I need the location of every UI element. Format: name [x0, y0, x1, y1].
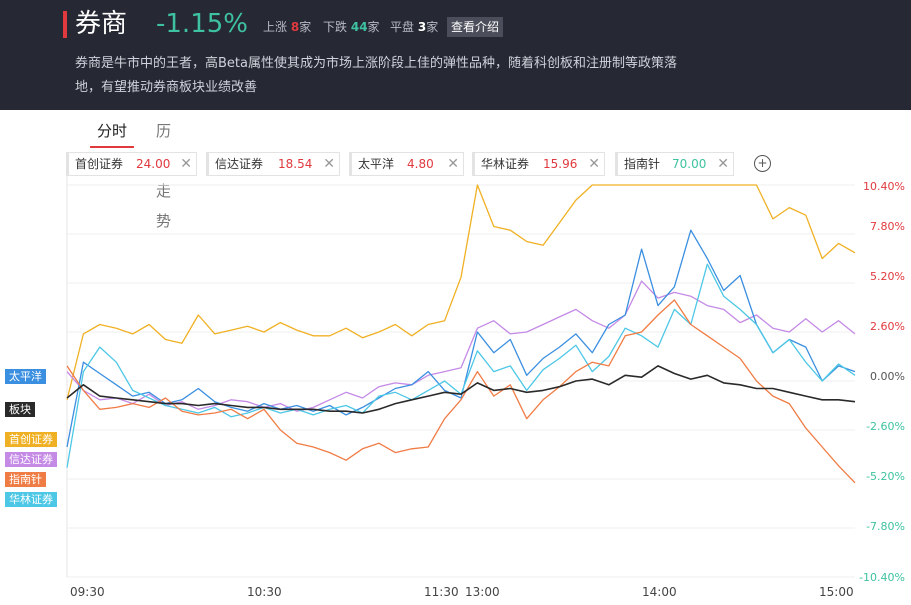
- add-stock-button[interactable]: +: [754, 155, 771, 172]
- x-tick-label: 13:00: [465, 585, 500, 599]
- x-tick-label: 09:30: [70, 585, 105, 599]
- series-line-华林证券: [66, 263, 856, 468]
- chip-price: 70.00: [672, 157, 707, 171]
- down-label: 下跌: [323, 20, 348, 34]
- chip-name: 华林证券: [481, 157, 530, 171]
- tab-intraday[interactable]: 分时: [90, 116, 134, 148]
- series-line-指南针: [66, 299, 856, 484]
- y-tick-label: -10.40%: [859, 571, 905, 584]
- chip-price: 18.54: [278, 157, 313, 171]
- x-tick-label: 11:30: [424, 585, 459, 599]
- stock-chip-taipingyang[interactable]: 太平洋 4.80 ✕: [349, 152, 464, 176]
- chip-name: 首创证券: [75, 157, 124, 171]
- y-tick-label: 0.00%: [870, 370, 905, 383]
- y-tick-label: -5.20%: [866, 470, 905, 483]
- y-tick-label: -2.60%: [866, 420, 905, 433]
- stock-chip-zhinanzhen[interactable]: 指南针 70.00 ✕: [615, 152, 734, 176]
- close-icon[interactable]: ✕: [447, 156, 459, 172]
- flat-stat: 平盘 3家: [390, 18, 438, 36]
- chip-price: 4.80: [407, 157, 434, 171]
- series-line-信达证券: [66, 280, 856, 412]
- side-label-sector: 板块: [5, 402, 35, 417]
- up-label: 上涨: [263, 20, 288, 34]
- side-label-zhinanzhen: 指南针: [5, 472, 46, 487]
- side-label-hualin: 华林证券: [5, 492, 57, 507]
- series-line-太平洋: [66, 229, 856, 448]
- chip-name: 指南针: [624, 157, 661, 171]
- flat-unit: 家: [426, 20, 439, 34]
- series-line-板块: [66, 365, 856, 414]
- chip-name: 信达证券: [215, 157, 264, 171]
- side-label-xinda: 信达证券: [5, 452, 57, 467]
- x-tick-label: 14:00: [642, 585, 677, 599]
- down-unit: 家: [367, 20, 380, 34]
- close-icon[interactable]: ✕: [180, 156, 192, 172]
- title-accent-bar: [63, 11, 67, 38]
- up-unit: 家: [299, 20, 312, 34]
- header-panel: 券商 -1.15% 上涨 8家 下跌 44家 平盘 3家 查看介绍 券商是牛市中…: [0, 0, 911, 110]
- chip-name: 太平洋: [358, 157, 395, 171]
- flat-count: 3: [417, 20, 427, 34]
- sector-title: 券商: [75, 9, 128, 39]
- up-stat: 上涨 8家: [263, 18, 311, 36]
- chip-price: 15.96: [543, 157, 578, 171]
- stock-chip-shouchuang[interactable]: 首创证券 24.00 ✕: [66, 152, 197, 176]
- side-label-taipingyang: 太平洋: [5, 369, 46, 384]
- side-label-shouchuang: 首创证券: [5, 432, 57, 447]
- close-icon[interactable]: ✕: [588, 156, 600, 172]
- down-stat: 下跌 44家: [323, 18, 380, 36]
- stock-chip-hualin[interactable]: 华林证券 15.96 ✕: [472, 152, 605, 176]
- series-line-首创证券: [66, 184, 856, 400]
- down-count: 44: [350, 20, 368, 34]
- close-icon[interactable]: ✕: [323, 156, 335, 172]
- y-tick-label: 5.20%: [870, 270, 905, 283]
- close-icon[interactable]: ✕: [717, 156, 729, 172]
- stock-chip-xinda[interactable]: 信达证券 18.54 ✕: [206, 152, 340, 176]
- chip-price: 24.00: [136, 157, 171, 171]
- x-tick-label: 15:00: [819, 585, 854, 599]
- sector-description: 券商是牛市中的王者，高Beta属性使其成为市场上涨阶段上佳的弹性品种，随着科创板…: [75, 56, 677, 95]
- y-tick-label: 10.40%: [863, 180, 905, 193]
- up-count: 8: [290, 20, 300, 34]
- sector-change-pct: -1.15%: [156, 9, 248, 39]
- view-intro-button[interactable]: 查看介绍: [447, 17, 504, 37]
- y-tick-label: 7.80%: [870, 220, 905, 233]
- x-tick-label: 10:30: [247, 585, 282, 599]
- y-tick-label: 2.60%: [870, 320, 905, 333]
- flat-label: 平盘: [390, 20, 415, 34]
- y-tick-label: -7.80%: [866, 520, 905, 533]
